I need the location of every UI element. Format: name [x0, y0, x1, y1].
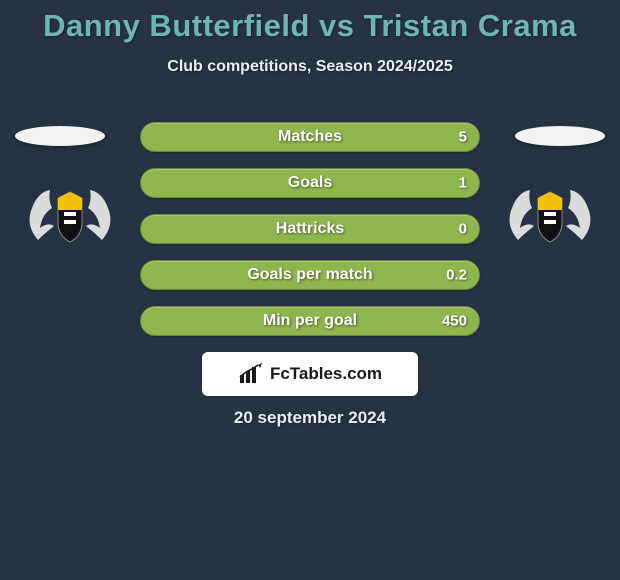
stat-value-right: 1	[459, 175, 467, 192]
stat-label: Goals per match	[247, 266, 372, 284]
bar-chart-icon	[238, 363, 264, 385]
stat-label: Min per goal	[263, 312, 357, 330]
stat-label: Goals	[288, 174, 332, 192]
stat-row-min-per-goal: Min per goal 450	[140, 306, 480, 336]
stat-row-goals: Goals 1	[140, 168, 480, 198]
stat-row-hattricks: Hattricks 0	[140, 214, 480, 244]
stat-value-right: 0	[459, 221, 467, 238]
stat-row-goals-per-match: Goals per match 0.2	[140, 260, 480, 290]
date-label: 20 september 2024	[0, 408, 620, 428]
subtitle: Club competitions, Season 2024/2025	[0, 58, 620, 76]
page-title: Danny Butterfield vs Tristan Crama	[0, 0, 620, 44]
stats-container: Matches 5 Goals 1 Hattricks 0 Goals per …	[0, 122, 620, 352]
stat-value-right: 5	[459, 129, 467, 146]
stat-value-right: 0.2	[446, 267, 467, 284]
stat-value-right: 450	[442, 313, 467, 330]
brand-box[interactable]: FcTables.com	[202, 352, 418, 396]
brand-label: FcTables.com	[270, 364, 382, 384]
stat-row-matches: Matches 5	[140, 122, 480, 152]
stat-label: Hattricks	[276, 220, 344, 238]
stat-label: Matches	[278, 128, 342, 146]
